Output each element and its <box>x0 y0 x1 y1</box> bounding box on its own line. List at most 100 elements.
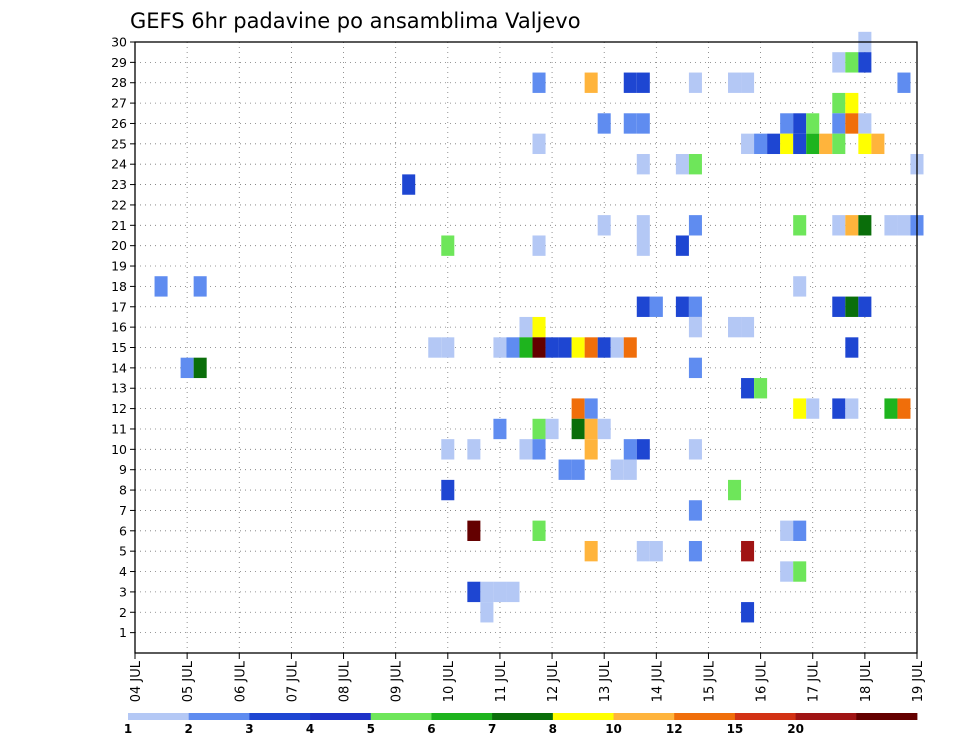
x-axis-ticks: 04 JUL 05 JUL 06 JUL 07 JUL 08 JUL 09 JUL 10 J… <box>129 653 926 702</box>
colorbar-swatch <box>734 713 797 720</box>
precip-cell <box>532 72 546 93</box>
precip-cell <box>467 581 481 603</box>
y-tick-label: 9 <box>119 462 127 477</box>
y-tick-label: 19 <box>111 259 127 274</box>
y-axis-ticks: 1234567891011121314151617181920212223242… <box>111 35 135 640</box>
precipitation-cells <box>154 31 924 623</box>
precip-cell <box>741 72 755 93</box>
precip-cell <box>741 316 755 338</box>
colorbar-tick-label: 1 <box>124 722 132 736</box>
y-tick-label: 5 <box>119 544 127 559</box>
precip-cell <box>558 337 572 358</box>
precip-cell <box>845 337 859 358</box>
precip-cell <box>636 235 650 256</box>
y-tick-label: 3 <box>119 584 127 599</box>
y-tick-label: 1 <box>119 625 127 640</box>
precip-cell <box>571 398 585 419</box>
colorbar-tick-label: 10 <box>605 722 622 736</box>
precip-cell <box>858 215 872 236</box>
precip-cell <box>754 133 768 155</box>
precip-cell <box>754 378 768 399</box>
precip-cell <box>636 296 650 317</box>
precip-cell <box>832 215 846 236</box>
y-tick-label: 4 <box>119 564 127 579</box>
precip-cell <box>806 398 820 419</box>
x-tick-label: 18 JUL <box>859 660 874 702</box>
colorbar-tick-label: 4 <box>306 722 314 736</box>
precip-cell <box>688 72 702 93</box>
precip-cell <box>832 92 846 114</box>
precip-cell <box>636 154 650 175</box>
precip-cell <box>571 337 585 358</box>
precip-cell <box>467 520 481 541</box>
precip-cell <box>832 296 846 317</box>
y-tick-label: 15 <box>111 340 127 355</box>
precip-cell <box>845 215 859 236</box>
precip-cell <box>688 439 702 460</box>
colorbar-swatch <box>249 713 311 720</box>
precip-cell <box>545 418 559 440</box>
precip-cell <box>480 602 494 623</box>
precip-cell <box>741 540 755 562</box>
precip-cell <box>584 540 598 562</box>
colorbar-tick-label: 7 <box>488 722 496 736</box>
colorbar-tick-label: 3 <box>245 722 253 736</box>
precip-cell <box>532 316 546 338</box>
y-tick-label: 16 <box>111 320 127 335</box>
precip-cell <box>193 357 207 379</box>
y-tick-label: 8 <box>119 483 127 498</box>
colorbar-swatch <box>431 713 493 720</box>
precip-cell <box>597 215 611 236</box>
precip-cell <box>532 439 546 460</box>
y-tick-label: 12 <box>111 401 127 416</box>
precip-cell <box>649 540 663 562</box>
precip-cell <box>780 520 794 541</box>
precip-cell <box>871 133 885 155</box>
precip-cell <box>623 439 637 460</box>
precip-cell <box>897 215 911 236</box>
precip-cell <box>780 133 794 155</box>
y-tick-label: 27 <box>111 96 127 111</box>
precip-cell <box>897 398 911 419</box>
precip-cell <box>597 418 611 440</box>
precip-cell <box>845 296 859 317</box>
x-tick-label: 07 JUL <box>285 660 300 702</box>
precip-cell <box>441 439 455 460</box>
precip-cell <box>780 113 794 134</box>
precip-cell <box>532 133 546 155</box>
precip-cell <box>519 337 533 358</box>
precip-cell <box>688 540 702 562</box>
y-tick-label: 26 <box>111 116 127 131</box>
colorbar-swatch <box>310 713 372 720</box>
precip-cell <box>806 133 820 155</box>
precip-cell <box>741 378 755 399</box>
precip-cell <box>402 174 416 195</box>
y-tick-label: 10 <box>111 442 127 457</box>
precip-cell <box>584 72 598 93</box>
precip-cell <box>180 357 194 379</box>
precip-cell <box>858 296 872 317</box>
colorbar-swatch <box>370 713 432 720</box>
precip-cell <box>532 418 546 440</box>
precip-cell <box>610 337 624 358</box>
x-tick-label: 17 JUL <box>807 660 822 702</box>
colorbar-tick-label: 20 <box>787 722 804 736</box>
precip-cell <box>688 357 702 379</box>
precip-cell <box>519 316 533 338</box>
precip-cell <box>467 439 481 460</box>
precip-cell <box>845 92 859 114</box>
colorbar-tick-label: 5 <box>367 722 375 736</box>
precip-cell <box>480 581 494 603</box>
precip-cell <box>623 72 637 93</box>
colorbar-swatch <box>795 713 857 720</box>
x-tick-label: 15 JUL <box>702 660 717 702</box>
precip-cell <box>571 459 585 480</box>
y-tick-label: 30 <box>111 35 127 50</box>
precip-cell <box>636 72 650 93</box>
y-tick-label: 11 <box>111 421 127 436</box>
x-tick-label: 05 JUL <box>181 660 196 702</box>
precip-cell <box>884 398 898 419</box>
precip-cell <box>793 520 807 541</box>
precip-cell <box>858 113 872 134</box>
precip-cell <box>584 398 598 419</box>
